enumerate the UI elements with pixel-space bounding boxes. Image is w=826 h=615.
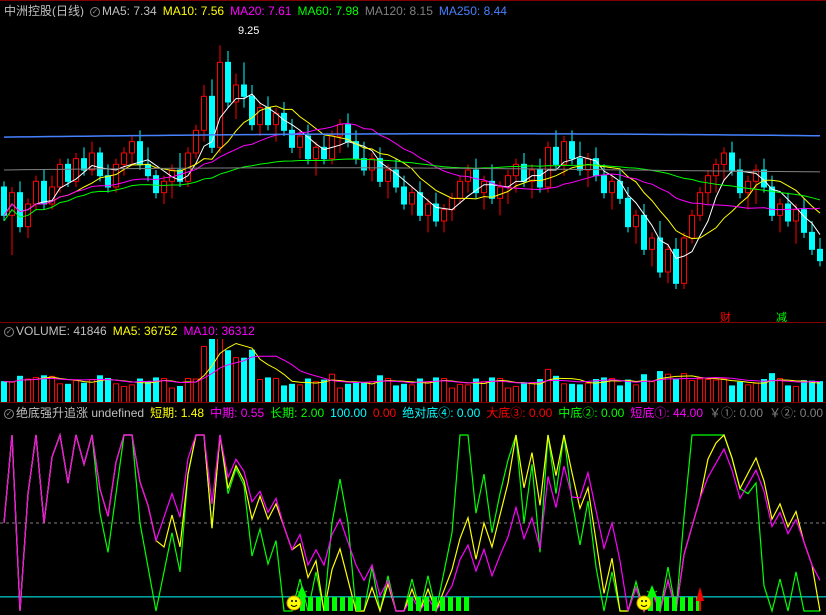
ma-label: MA5: 7.34 xyxy=(102,4,157,17)
ind-label: ￥②: 0.00 xyxy=(769,404,823,419)
price-chart[interactable] xyxy=(0,17,826,323)
ma-label: MA250: 8.44 xyxy=(439,4,507,17)
indicator-chart[interactable] xyxy=(0,419,826,615)
ind-label: 绝对底④: 0.00 xyxy=(402,404,480,419)
ind-label: 0.00 xyxy=(373,406,396,419)
vol-label: MA5: 36752 xyxy=(113,324,178,338)
ind-label: 长期: 2.00 xyxy=(270,404,324,419)
ind-label: 中期: 0.55 xyxy=(210,404,264,419)
ind-label: 100.00 xyxy=(330,406,367,419)
indicator-header: ✓绝底强升追涨 undefined 短期: 1.48 中期: 0.55 长期: 2.0… xyxy=(0,403,826,419)
volume-chart[interactable] xyxy=(0,339,826,403)
indicator-panel[interactable]: ✓绝底强升追涨 undefined 短期: 1.48 中期: 0.55 长期: 2.0… xyxy=(0,402,826,614)
ma-label: MA10: 7.56 xyxy=(163,4,224,17)
indicator-toggle-icon[interactable]: ✓ xyxy=(4,327,14,337)
ma-label: MA60: 7.98 xyxy=(297,4,358,17)
volume-panel[interactable]: ✓VOLUME: 41846 MA5: 36752 MA10: 36312 xyxy=(0,322,826,402)
ma-label: MA20: 7.61 xyxy=(230,4,291,17)
ind-label: 短期: 1.48 xyxy=(150,404,204,419)
ind-label: 大底③: 0.00 xyxy=(486,404,552,419)
ind-label: 短底①: 44.00 xyxy=(630,404,703,419)
ind-label: ￥①: 0.00 xyxy=(709,404,763,419)
ind-label: 绝底强升追涨 undefined xyxy=(16,404,144,419)
indicator-toggle-icon[interactable]: ✓ xyxy=(4,409,14,419)
volume-header: ✓VOLUME: 41846 MA5: 36752 MA10: 36312 xyxy=(0,323,826,339)
vol-label: MA10: 36312 xyxy=(183,324,254,338)
stock-title: 中洲控股(日线) xyxy=(4,2,84,17)
price-header: 中洲控股(日线) ✓MA5: 7.34 MA10: 7.56 MA20: 7.61 MA… xyxy=(0,1,826,17)
price-annotation: 9.25 xyxy=(238,25,259,37)
ind-label: 中底②: 0.00 xyxy=(558,404,624,419)
ma-label: MA120: 8.15 xyxy=(365,4,433,17)
vol-label: VOLUME: 41846 xyxy=(16,324,107,338)
indicator-toggle-icon[interactable]: ✓ xyxy=(90,7,100,17)
price-panel[interactable]: 中洲控股(日线) ✓MA5: 7.34 MA10: 7.56 MA20: 7.61 MA… xyxy=(0,0,826,322)
